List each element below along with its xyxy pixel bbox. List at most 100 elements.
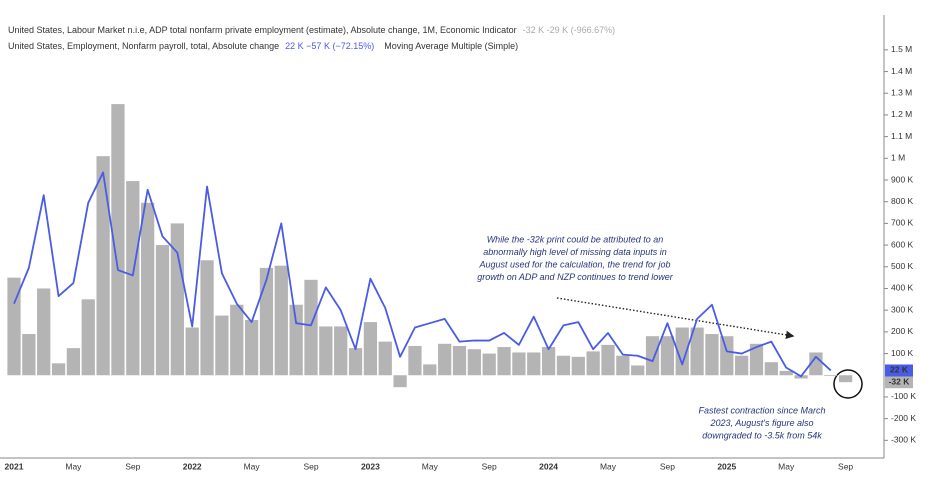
x-tick-label: 2021: [5, 461, 24, 471]
value-badge-label: -32 K: [889, 376, 911, 386]
legend-entry: United States, Labour Market n.i.e, ADP …: [8, 25, 615, 35]
bar: [170, 223, 184, 376]
bar: [81, 299, 95, 376]
x-tick-label: May: [778, 461, 795, 471]
bar: [289, 304, 303, 376]
bar: [586, 351, 600, 376]
bar: [259, 267, 274, 376]
line: [13, 171, 832, 378]
bar: [408, 345, 422, 376]
x-tick-label: May: [600, 461, 617, 471]
y-tick-label: 1.4 M: [891, 66, 912, 76]
value-badge: [885, 376, 913, 389]
bar: [838, 375, 853, 383]
bar: [541, 347, 556, 376]
bar: [601, 344, 615, 376]
y-tick-label: 600 K: [891, 239, 914, 249]
bar: [809, 352, 823, 376]
bar: [556, 355, 571, 376]
x-tick-label: 2025: [717, 461, 736, 471]
y-tick-label: 1 M: [891, 153, 905, 163]
x-tick-label: May: [65, 461, 82, 471]
bar: [779, 370, 793, 376]
annotation: downgraded to -3.5k from 54k: [702, 430, 822, 440]
value-badge: [885, 364, 913, 377]
y-tick-label: 800 K: [891, 196, 914, 206]
y-tick-label: 200 K: [891, 326, 914, 336]
bar: [304, 279, 318, 376]
x-tick-label: 2022: [183, 461, 202, 471]
trend-arrow: [556, 297, 795, 340]
x-tick-label: Sep: [303, 461, 318, 471]
legend-extra: Moving Average Multiple (Simple): [384, 41, 518, 51]
x-tick-label: May: [422, 461, 439, 471]
bar: [645, 336, 660, 376]
bar: [393, 375, 407, 388]
bar: [749, 343, 764, 376]
bar: [96, 156, 110, 376]
annotation: While the -32k print could be attributed…: [487, 234, 664, 244]
annotation: August used for the calculation, the tre…: [478, 259, 670, 269]
bar: [764, 362, 778, 376]
y-tick-label: 100 K: [891, 348, 914, 358]
x-tick-label: 2023: [361, 461, 380, 471]
bar: [675, 327, 689, 376]
annotation: abnormally high level of missing data in…: [483, 247, 667, 257]
bar: [438, 343, 452, 376]
y-tick-label: 700 K: [891, 218, 914, 228]
bar: [51, 363, 66, 376]
bar: [66, 348, 81, 376]
bar: [690, 327, 704, 376]
bar: [631, 365, 645, 376]
y-tick-label: -200 K: [891, 413, 916, 423]
bar: [319, 326, 333, 376]
legend-stats: -32 K -29 K (-966.67%): [523, 25, 616, 35]
bar: [348, 348, 363, 376]
bar: [7, 277, 21, 376]
bar: [244, 319, 259, 376]
annotation: growth on ADP and NZP continues to trend…: [477, 272, 674, 282]
bar: [571, 356, 585, 376]
x-tick-label: Sep: [838, 461, 853, 471]
bar: [126, 181, 140, 376]
y-tick-label: 1.5 M: [891, 44, 912, 54]
y-tick-label: 1.1 M: [891, 131, 912, 141]
bar: [497, 347, 511, 376]
x-tick-label: 2024: [539, 461, 558, 471]
bar: [660, 336, 675, 376]
bar: [720, 336, 734, 376]
legend-entry: United States, Employment, Nonfarm payro…: [8, 41, 518, 51]
bar: [824, 375, 838, 377]
bar: [423, 364, 437, 376]
bar: [111, 104, 125, 376]
bar: [735, 355, 749, 376]
x-tick-label: May: [244, 461, 261, 471]
bar: [274, 265, 288, 376]
legend-name: United States, Employment, Nonfarm payro…: [8, 41, 279, 51]
legend-stats: 22 K −57 K (−72.15%): [285, 41, 374, 51]
bar: [378, 341, 392, 376]
bar: [705, 334, 719, 376]
bar: [141, 202, 155, 376]
y-tick-label: 1.3 M: [891, 87, 912, 97]
bar: [22, 334, 36, 376]
legend-name: United States, Labour Market n.i.e, ADP …: [8, 25, 517, 35]
x-tick-label: Sep: [482, 461, 497, 471]
y-tick-label: 400 K: [891, 283, 914, 293]
y-tick-label: -100 K: [891, 391, 916, 401]
highlight-circle: [833, 369, 863, 399]
bar: [185, 327, 199, 376]
bar: [155, 245, 170, 376]
bar: [452, 345, 467, 376]
x-tick-label: Sep: [125, 461, 140, 471]
y-tick-label: 500 K: [891, 261, 914, 271]
bar: [616, 355, 630, 376]
x-tick-label: Sep: [660, 461, 675, 471]
annotation: 2023, August's figure also: [710, 418, 814, 428]
bar: [200, 260, 214, 376]
value-badge-label: 22 K: [890, 365, 909, 375]
bar: [37, 288, 51, 376]
bar: [482, 353, 496, 376]
y-tick-label: 1.2 M: [891, 109, 912, 119]
